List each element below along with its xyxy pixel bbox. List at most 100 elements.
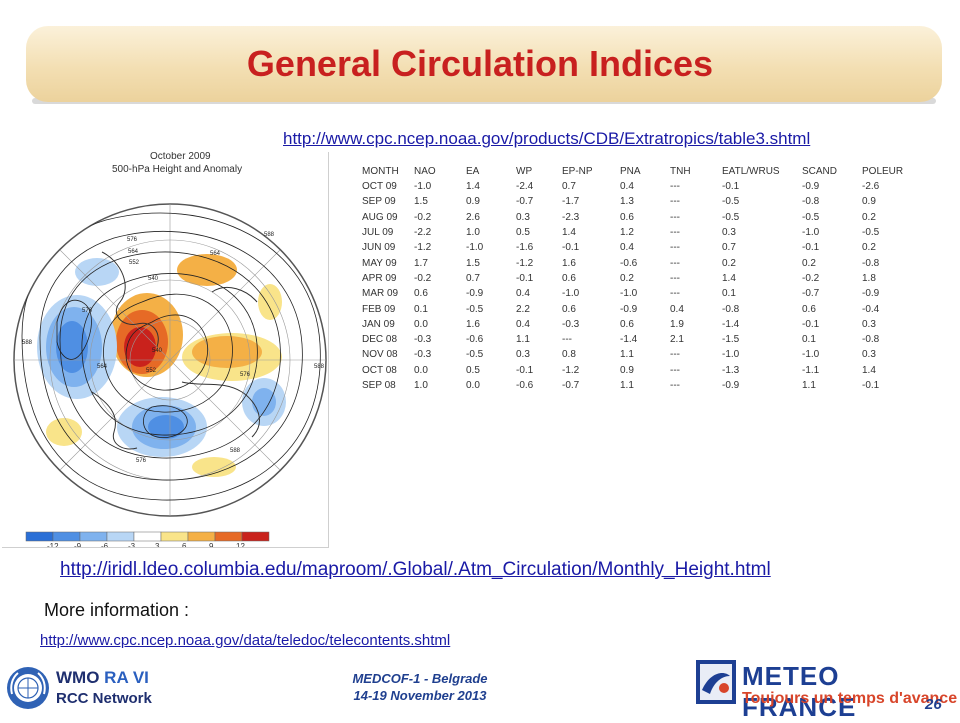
table-cell: -0.5 (722, 196, 740, 208)
colorbar-tick-label: -9 (74, 542, 82, 547)
table-row: MAR 09 0.6 -0.9 0.4 -1.0 -1.0 --- 0.1 -0.7 -0.9 (362, 286, 914, 301)
table-cell: 0.2 (620, 272, 634, 284)
table-cell: 1.5 (466, 257, 480, 269)
colorbar-swatch (241, 531, 270, 542)
contour-label: 588 (314, 364, 325, 370)
table-cell: JUL 09 (362, 227, 394, 239)
contour-label: 564 (97, 364, 108, 370)
table-row: OCT 08 0.0 0.5 -0.1 -1.2 0.9 --- -1.3 -1.1 1.4 (362, 363, 914, 378)
table-cell: 0.9 (620, 364, 634, 376)
table-cell: 0.6 (802, 303, 816, 315)
colorbar-swatch (106, 531, 135, 542)
table-cell: 0.8 (562, 349, 576, 361)
table-cell: 0.7 (562, 181, 576, 193)
table-cell: -0.8 (802, 196, 820, 208)
table-cell: MAY 09 (362, 257, 397, 269)
teledoc-link[interactable]: http://www.cpc.ncep.noaa.gov/data/teledo… (40, 632, 451, 649)
colorbar-labels: -12 -9 -6 -3 3 6 9 12 (47, 542, 245, 551)
height-anomaly-map: October 2009 500-hPa Height and Anomaly (2, 151, 329, 551)
table-cell: 2.6 (466, 211, 480, 223)
wmo-logo-icon (7, 667, 49, 709)
table-cell: 1.1 (802, 380, 816, 391)
table-cell: 1.1 (620, 380, 634, 391)
contour-label: 540 (148, 276, 159, 282)
table-cell: -1.0 (620, 288, 638, 300)
colorbar-tick-label: -12 (47, 542, 59, 547)
map-title-line2: 500-hPa Height and Anomaly (112, 164, 242, 175)
contour-label: 552 (146, 368, 157, 374)
table-cell: 1.2 (620, 227, 634, 239)
title-banner (26, 26, 942, 102)
colorbar-tick-label: -6 (101, 542, 109, 547)
anomaly-positive (46, 418, 82, 446)
contour-label: 564 (210, 251, 221, 257)
table-header-cell: POLEUR (862, 165, 904, 177)
table-cell: -1.0 (466, 242, 484, 254)
table-cell: -0.6 (466, 334, 484, 346)
anomaly-negative (75, 258, 119, 286)
table-row: DEC 08 -0.3 -0.6 1.1 --- -1.4 2.1 -1.5 0.1 -0.8 (362, 332, 914, 347)
table-row: FEB 09 0.1 -0.5 2.2 0.6 -0.9 0.4 -0.8 0.6 -0.4 (362, 301, 914, 316)
table-cell: 2.1 (670, 334, 684, 346)
table-cell: 0.1 (722, 288, 736, 300)
table-cell: -0.7 (516, 196, 534, 208)
table-cell: -0.6 (516, 380, 534, 391)
table-cell: 0.1 (414, 303, 428, 315)
table-cell: -0.3 (562, 318, 580, 330)
map-source-link[interactable]: http://iridl.ldeo.columbia.edu/maproom/.… (60, 559, 771, 580)
table-cell: 0.4 (620, 181, 634, 193)
page-number: 26 (925, 696, 942, 713)
table-row: SEP 09 1.5 0.9 -0.7 -1.7 1.3 --- -0.5 -0.8 0.9 (362, 194, 914, 209)
map-title-line1: October 2009 (150, 152, 211, 162)
table-cell: 1.7 (414, 257, 428, 269)
table-cell: 1.9 (670, 318, 684, 330)
table-cell: -0.9 (862, 288, 880, 300)
table-row: APR 09 -0.2 0.7 -0.1 0.6 0.2 --- 1.4 -0.2 1.8 (362, 271, 914, 286)
table-cell: -0.1 (802, 242, 820, 254)
table-cell: 0.0 (414, 364, 428, 376)
colorbar-swatch (187, 531, 216, 542)
table-cell: -0.3 (414, 334, 432, 346)
contour-label: 540 (152, 348, 163, 354)
table-header-cell: TNH (670, 165, 691, 177)
table-cell: 0.0 (466, 380, 480, 391)
table-cell: 0.3 (862, 349, 876, 361)
table-source-link[interactable]: http://www.cpc.ncep.noaa.gov/products/CD… (283, 129, 811, 148)
colorbar-swatch (25, 531, 54, 542)
table-row: NOV 08 -0.3 -0.5 0.3 0.8 1.1 --- -1.0 -1.0 0.3 (362, 347, 914, 362)
table-cell: -1.3 (722, 364, 740, 376)
colorbar-tick-label: -3 (128, 542, 136, 547)
table-cell: 0.5 (516, 227, 530, 239)
contour-label: 576 (136, 458, 147, 464)
table-cell: -2.4 (516, 181, 534, 193)
table-cell: NOV 08 (362, 349, 398, 361)
table-cell: SEP 09 (362, 196, 396, 208)
table-cell: -1.0 (414, 181, 432, 193)
table-cell: 2.2 (516, 303, 530, 315)
colorbar-swatch (160, 531, 189, 542)
table-cell: -2.3 (562, 211, 580, 223)
table-cell: --- (670, 257, 680, 269)
table-cell: -0.1 (722, 181, 740, 193)
table-cell: 0.4 (516, 318, 530, 330)
table-cell: 1.1 (516, 334, 530, 346)
colorbar-tick-label: 3 (155, 542, 160, 547)
table-cell: -1.4 (722, 318, 740, 330)
table-cell: --- (670, 364, 680, 376)
table-cell: 0.6 (414, 288, 428, 300)
contour-label: 588 (230, 448, 241, 454)
table-cell: 0.4 (620, 242, 634, 254)
table-cell: 0.0 (414, 318, 428, 330)
anomaly-positive (192, 457, 236, 477)
table-cell: 0.6 (562, 303, 576, 315)
table-cell: -1.0 (802, 227, 820, 239)
table-cell: 0.1 (802, 334, 816, 346)
table-cell: 1.5 (414, 196, 428, 208)
table-cell: 0.3 (516, 211, 530, 223)
table-cell: --- (670, 288, 680, 300)
colorbar-tick-label: 9 (209, 542, 214, 547)
table-cell: -0.9 (802, 181, 820, 193)
anomaly-positive (258, 284, 282, 320)
table-cell: 0.7 (722, 242, 736, 254)
table-cell: 1.6 (466, 318, 480, 330)
